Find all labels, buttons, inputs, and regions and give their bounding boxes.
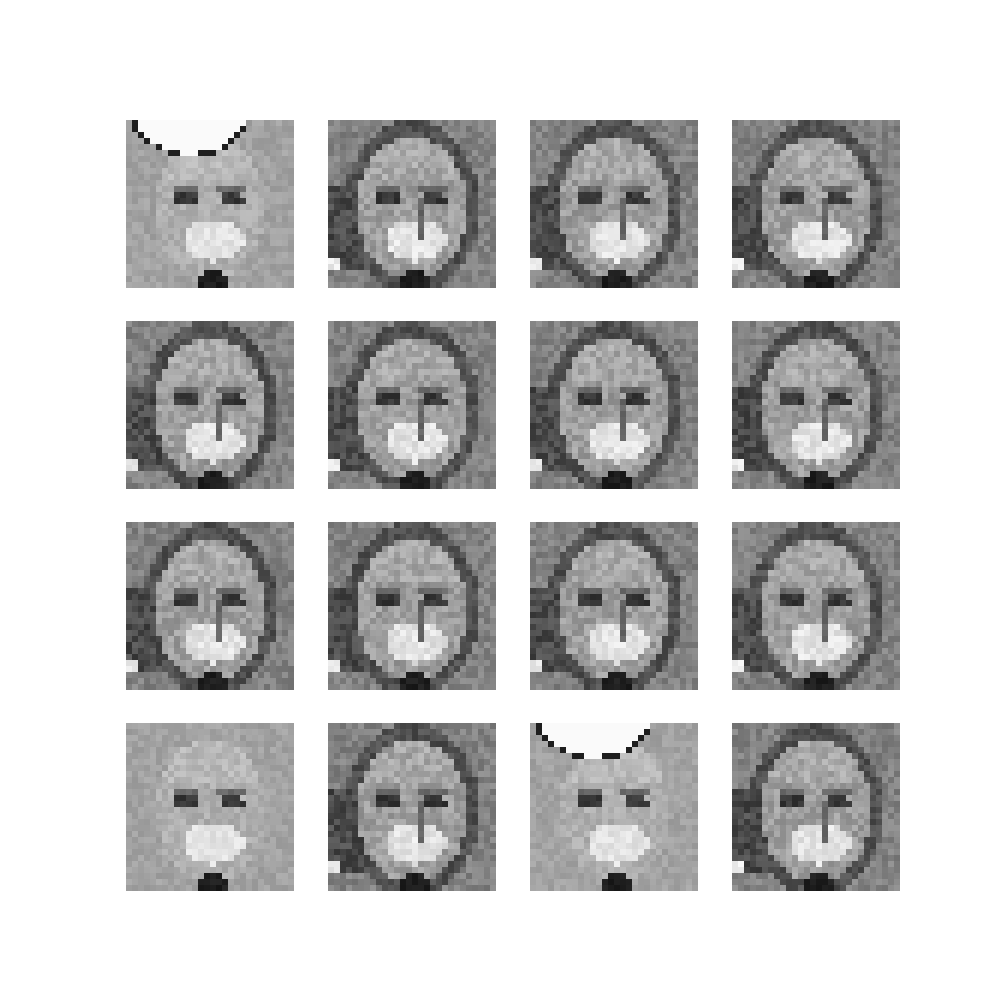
face-sample-image <box>328 522 496 690</box>
face-sample-16 <box>732 723 900 891</box>
face-sample-image <box>732 120 900 288</box>
face-sample-image <box>530 120 698 288</box>
face-sample-13 <box>126 723 294 891</box>
face-sample-15 <box>530 723 698 891</box>
face-sample-11 <box>530 522 698 690</box>
face-sample-image <box>328 120 496 288</box>
face-sample-4 <box>732 120 900 288</box>
face-sample-image <box>126 321 294 489</box>
face-sample-5 <box>126 321 294 489</box>
face-sample-8 <box>732 321 900 489</box>
face-sample-7 <box>530 321 698 489</box>
face-sample-image <box>328 321 496 489</box>
face-sample-image <box>530 723 698 891</box>
face-sample-image <box>530 321 698 489</box>
face-sample-12 <box>732 522 900 690</box>
face-sample-image <box>126 522 294 690</box>
face-sample-image <box>126 723 294 891</box>
face-sample-image <box>328 723 496 891</box>
face-sample-6 <box>328 321 496 489</box>
face-sample-image <box>732 321 900 489</box>
face-sample-3 <box>530 120 698 288</box>
face-sample-2 <box>328 120 496 288</box>
face-sample-image <box>732 522 900 690</box>
face-sample-14 <box>328 723 496 891</box>
face-sample-image <box>530 522 698 690</box>
face-sample-image <box>126 120 294 288</box>
face-sample-10 <box>328 522 496 690</box>
face-sample-1 <box>126 120 294 288</box>
face-sample-image <box>732 723 900 891</box>
face-sample-9 <box>126 522 294 690</box>
